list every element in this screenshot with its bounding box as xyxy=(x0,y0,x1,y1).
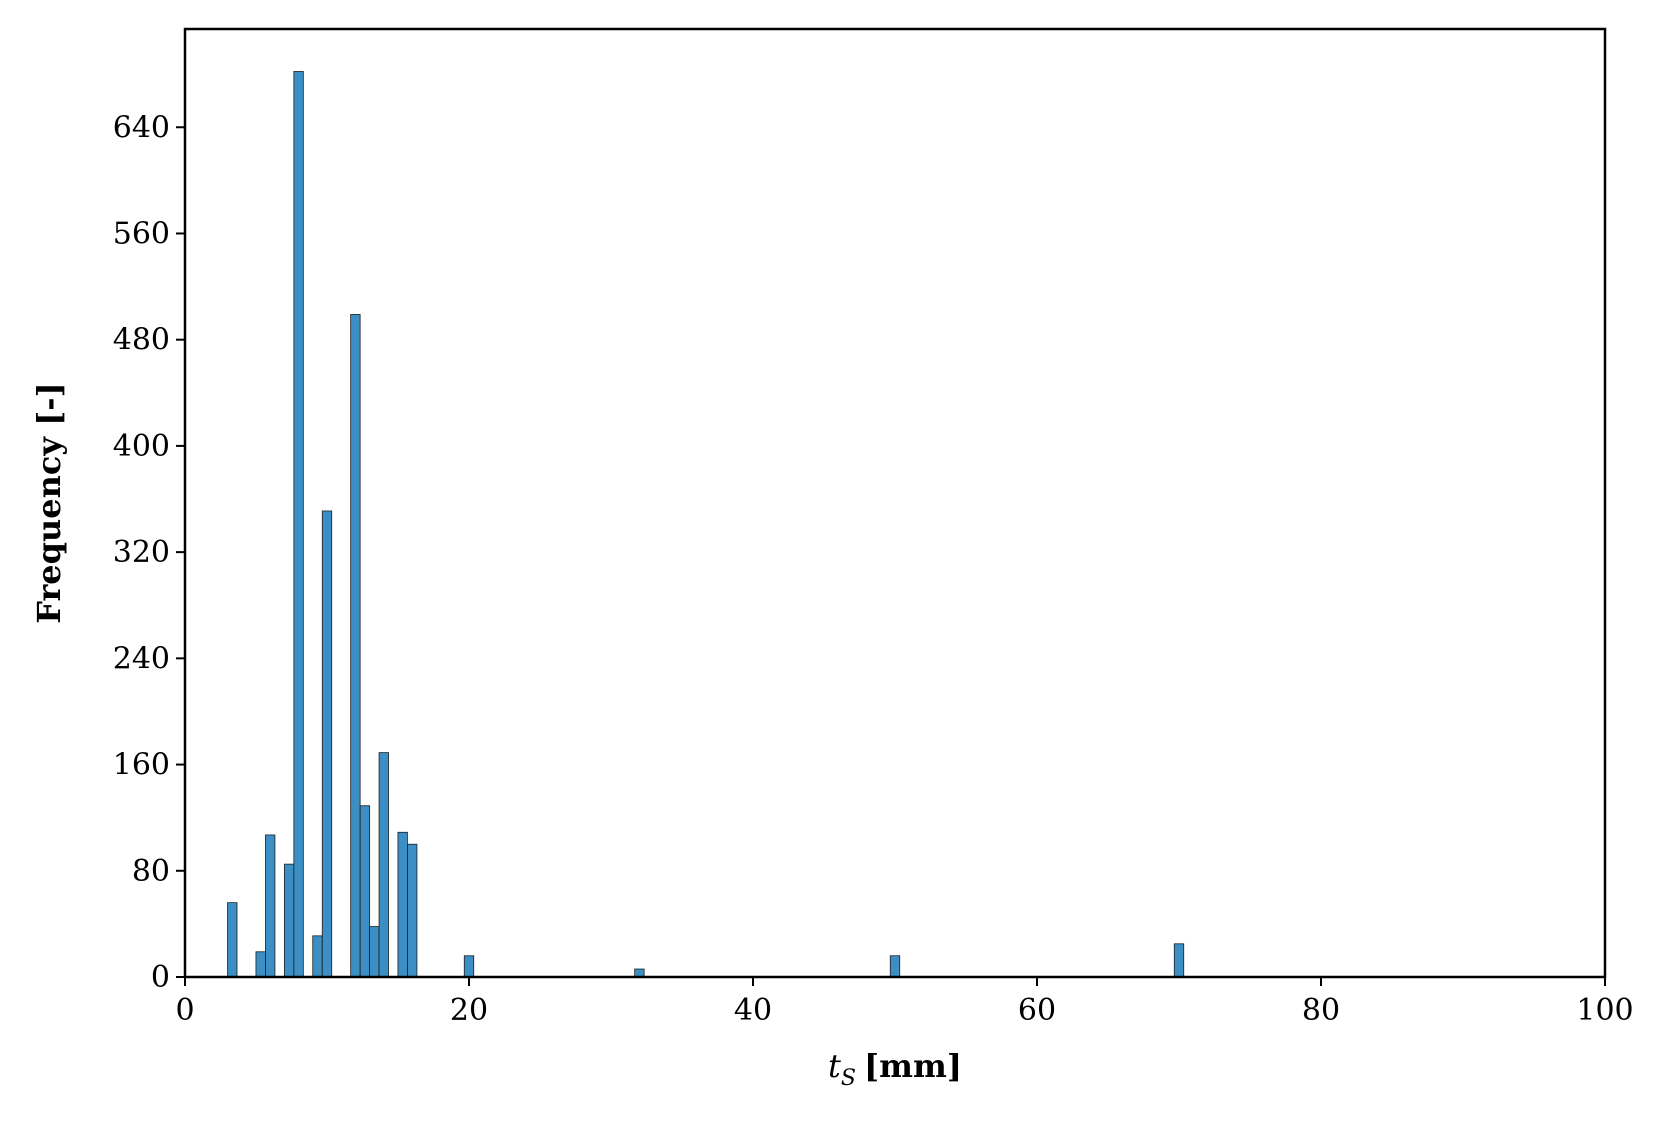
x-ticks: 0 20 40 60 80 100 xyxy=(175,977,1634,1028)
bar-13 xyxy=(463,955,475,978)
y-tick-label: 240 xyxy=(113,641,170,676)
x-axis-label-var: t xyxy=(828,1047,841,1085)
bar-12 xyxy=(407,843,418,978)
x-axis-label: tS [mm] xyxy=(828,1047,962,1091)
y-tick-label: 560 xyxy=(113,216,170,251)
y-tick-label: 80 xyxy=(132,854,170,889)
bar-15 xyxy=(889,955,901,978)
bar-7 xyxy=(350,314,361,978)
y-tick-label: 320 xyxy=(113,535,170,570)
y-ticks: 0 80 160 240 320 400 480 560 640 xyxy=(113,110,185,995)
bar-6 xyxy=(321,510,333,978)
x-axis-label-unit: [mm] xyxy=(864,1047,962,1085)
y-tick-label: 640 xyxy=(113,110,170,145)
x-tick-label: 60 xyxy=(1018,993,1056,1028)
x-axis-label-sub: S xyxy=(841,1066,856,1091)
x-tick-label: 100 xyxy=(1576,993,1633,1028)
bar-9 xyxy=(369,926,380,978)
x-tick-label: 80 xyxy=(1302,993,1340,1028)
x-tick-label: 20 xyxy=(450,993,488,1028)
bar-8 xyxy=(359,805,371,978)
plot-frame xyxy=(183,27,1607,979)
y-tick-label: 160 xyxy=(113,748,170,783)
y-tick-label: 400 xyxy=(113,429,170,464)
bar-1 xyxy=(255,951,266,978)
bar-10 xyxy=(378,752,389,978)
x-tick-label: 40 xyxy=(734,993,772,1028)
y-tick-label: 480 xyxy=(113,323,170,358)
bar-16 xyxy=(1173,943,1185,978)
bar-5 xyxy=(312,935,323,978)
x-tick-label: 0 xyxy=(175,993,194,1028)
bar-3 xyxy=(283,863,295,978)
bar-0 xyxy=(227,902,238,978)
bar-2 xyxy=(265,834,276,978)
bar-4 xyxy=(293,71,304,978)
bar-11 xyxy=(397,831,408,978)
y-tick-label: 0 xyxy=(151,960,170,995)
y-axis-label: Frequency [-] xyxy=(30,382,68,623)
bars-layer xyxy=(227,71,1185,978)
